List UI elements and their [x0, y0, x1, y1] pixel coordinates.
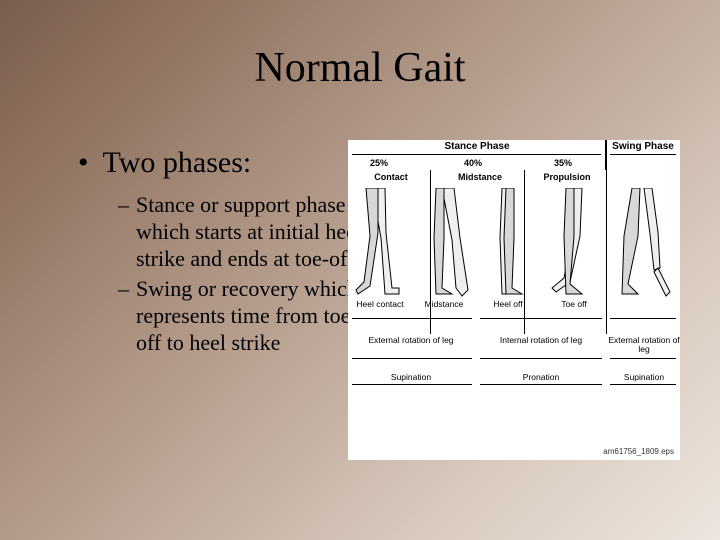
list-item: – Stance or support phase which starts a…: [118, 192, 378, 272]
bullet-dot-icon: •: [78, 146, 89, 179]
divider: [480, 384, 602, 385]
contact-label: Contact: [358, 172, 424, 182]
dash-icon: –: [118, 276, 136, 356]
midstance-label: Midstance: [440, 172, 520, 182]
divider: [480, 358, 602, 359]
swing-phase-label: Swing Phase: [606, 141, 680, 152]
legs-heel-contact-icon: [348, 188, 412, 298]
divider: [352, 358, 472, 359]
legs-midstance-a-icon: [412, 188, 476, 298]
sub-bullet-text: Stance or support phase which starts at …: [136, 192, 378, 272]
pronation-label: Pronation: [478, 372, 604, 382]
stance-phase-header: Stance Phase 25% 40% 35%: [348, 140, 606, 170]
rotation-label: Internal rotation of leg: [478, 336, 604, 345]
diagram-source-label: am61756_1809.eps: [603, 447, 674, 456]
pronation-label: Supination: [348, 372, 474, 382]
bullet-main-text: Two phases:: [103, 146, 252, 179]
event-heel-off: Heel off: [476, 300, 540, 309]
gait-diagram: Stance Phase 25% 40% 35% Swing Phase Con…: [348, 140, 680, 460]
pronation-label: Supination: [608, 372, 680, 382]
legs-toe-off-icon: [608, 188, 680, 298]
divider: [352, 384, 472, 385]
list-item: – Swing or recovery which represents tim…: [118, 276, 378, 356]
divider: [610, 154, 676, 155]
divider: [352, 154, 601, 155]
event-toe-off: Toe off: [540, 300, 608, 309]
page-title: Normal Gait: [0, 44, 720, 92]
divider: [610, 358, 676, 359]
bullet-main: • Two phases:: [78, 146, 251, 180]
event-midstance: Midstance: [412, 300, 476, 309]
legs-midstance-b-icon: [476, 188, 540, 298]
divider: [610, 384, 676, 385]
percent-label: 40%: [464, 158, 482, 168]
rotation-label: External rotation of leg: [608, 336, 680, 354]
sub-bullet-text: Swing or recovery which represents time …: [136, 276, 378, 356]
stance-phase-label: Stance Phase: [348, 141, 606, 152]
percent-label: 35%: [554, 158, 572, 168]
divider: [352, 318, 472, 319]
rotation-label: External rotation of leg: [348, 336, 474, 345]
divider: [610, 318, 676, 319]
dash-icon: –: [118, 192, 136, 272]
event-heel-contact: Heel contact: [348, 300, 412, 309]
divider: [480, 318, 602, 319]
percent-label: 25%: [370, 158, 388, 168]
sub-bullet-list: – Stance or support phase which starts a…: [118, 192, 378, 361]
legs-heel-off-icon: [540, 188, 608, 298]
propulsion-label: Propulsion: [532, 172, 602, 182]
